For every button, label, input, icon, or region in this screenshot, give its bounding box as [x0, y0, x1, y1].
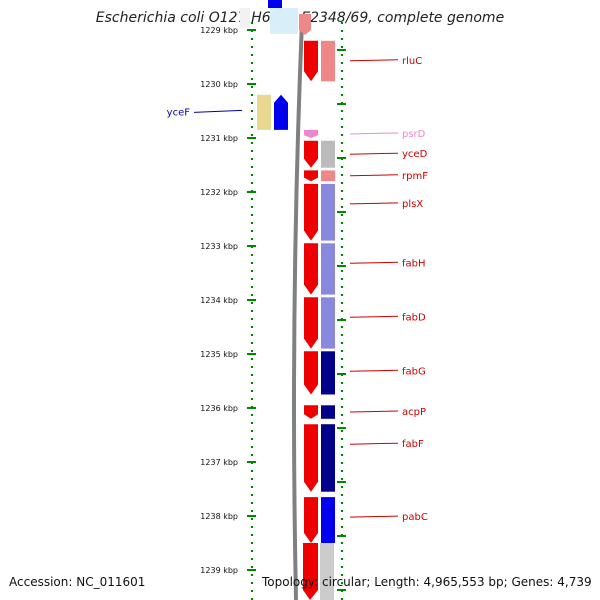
partial-cog-top	[240, 8, 250, 28]
gene-psrd-label: psrD	[402, 129, 426, 140]
gene-rluc-cog-box	[321, 40, 335, 82]
gene-ycef-arrow	[274, 94, 288, 130]
gene-fabd-arrow	[304, 297, 318, 349]
gene-pabc-label: pabC	[402, 512, 428, 523]
gene-acpp-arrow	[304, 405, 318, 419]
kbp-tick-label: 1233 kbp	[200, 242, 238, 251]
partial-gene-bottom	[303, 543, 318, 600]
gene-labels: rluC yceF psrD yceD rpmF plsX fabH fabD fabG acpP…	[167, 56, 429, 523]
kbp-tick-label: 1236 kbp	[200, 404, 238, 413]
gene-fabh-label: fabH	[402, 258, 426, 269]
gene-yced-leader	[349, 152, 399, 155]
gene-fabf-cog-box	[321, 424, 335, 492]
gene-fabg-leader	[349, 369, 399, 372]
gene-fabf-leader	[349, 442, 399, 445]
backbone-arc	[292, 21, 304, 600]
gene-fabg-arrow	[304, 351, 318, 395]
gene-fabg-cog-box	[321, 351, 335, 395]
gene-yced-cog-box	[321, 140, 335, 168]
gene-acpp-cog-box	[321, 405, 335, 419]
gene-yced-arrow	[304, 140, 318, 168]
gene-acpp-leader	[349, 410, 399, 413]
partial-gene-top	[268, 0, 282, 8]
gene-rpmf-arrow	[304, 170, 318, 182]
gene-fabh-leader	[349, 261, 399, 264]
gene-fabd-cog-box	[321, 297, 335, 349]
gene-rluc-leader	[349, 59, 399, 62]
partial-cog-top	[270, 8, 298, 34]
kbp-tick-label: 1235 kbp	[200, 350, 238, 359]
partial-gene-top	[299, 14, 311, 35]
kbp-tick-label: 1239 kbp	[200, 566, 238, 575]
gene-fabf-arrow	[304, 424, 318, 492]
gene-fabh-cog-box	[321, 243, 335, 295]
gene-fabg-label: fabG	[402, 366, 426, 377]
gene-rpmf-cog-box	[321, 170, 335, 182]
gene-rluc-arrow	[304, 40, 318, 82]
kbp-tick-label: 1230 kbp	[200, 80, 238, 89]
kbp-tick-label: 1232 kbp	[200, 188, 238, 197]
gene-plsx-arrow	[304, 183, 318, 241]
kbp-tick-label: 1234 kbp	[200, 296, 238, 305]
gene-rpmf-label: rpmF	[402, 171, 428, 182]
gene-pabc-leader	[349, 515, 399, 518]
topology-label: Topology: circular; Length: 4,965,553 bp…	[262, 575, 592, 589]
kbp-scale: 1229 kbp 1230 kbp 1231 kbp 1232 kbp 1233 kbp…	[200, 22, 346, 600]
kbp-tick-label: 1237 kbp	[200, 458, 238, 467]
gene-fabh-arrow	[304, 243, 318, 295]
gene-plsx-cog-box	[321, 183, 335, 241]
gene-psrd-leader	[349, 132, 399, 135]
gene-track	[257, 40, 335, 543]
gene-psrd-arrow	[304, 129, 318, 138]
kbp-tick-label: 1238 kbp	[200, 512, 238, 521]
gene-fabd-label: fabD	[402, 312, 426, 323]
kbp-tick-label: 1229 kbp	[200, 26, 238, 35]
gene-pabc-cog-box	[321, 497, 335, 543]
gene-yced-label: yceD	[402, 149, 428, 160]
gene-rpmf-leader	[349, 174, 399, 177]
accession-label: Accession: NC_011601	[9, 575, 146, 589]
gene-acpp-label: acpP	[402, 407, 426, 418]
gene-ycef-leader	[193, 109, 243, 113]
kbp-tick-label: 1231 kbp	[200, 134, 238, 143]
gene-rluc-label: rluC	[402, 56, 422, 67]
gene-fabf-label: fabF	[402, 439, 424, 450]
gene-ycef-cog-box	[257, 94, 271, 130]
partial-cog-bottom	[320, 543, 334, 600]
gene-pabc-arrow	[304, 497, 318, 543]
genome-backbone	[240, 0, 334, 600]
gene-plsx-leader	[349, 202, 399, 205]
gene-fabd-leader	[349, 315, 399, 318]
gene-ycef-label: yceF	[167, 107, 191, 118]
gene-plsx-label: plsX	[402, 199, 423, 210]
